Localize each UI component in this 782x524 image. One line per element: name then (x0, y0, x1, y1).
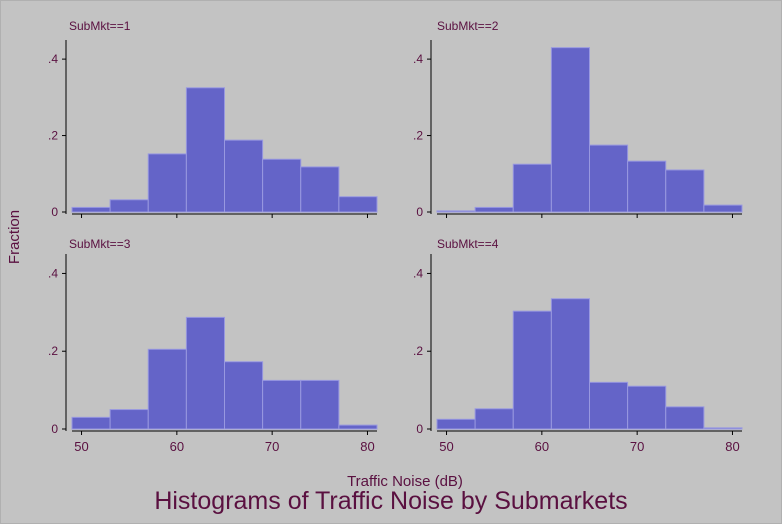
histogram-bar (185, 316, 225, 430)
y-tick-label: 0 (51, 422, 58, 436)
histogram-bar (512, 163, 552, 213)
histogram-bar (703, 427, 743, 430)
y-tick-label: .4 (413, 266, 423, 280)
histogram-bar (550, 47, 590, 213)
panel-title: SubMkt==3 (69, 237, 131, 251)
x-tick-label: 60 (170, 439, 184, 454)
histogram-bar (436, 210, 476, 213)
x-tick-label: 80 (725, 439, 739, 454)
panel-title: SubMkt==1 (69, 19, 131, 33)
histogram-bar (147, 153, 187, 213)
x-tick-label: 70 (630, 439, 644, 454)
y-tick-label: 0 (416, 205, 423, 219)
y-tick-label: .2 (413, 344, 423, 358)
histogram-bar (589, 144, 629, 213)
figure-title: Histograms of Traffic Noise by Submarket… (154, 487, 627, 515)
histogram-bar (338, 424, 378, 430)
histogram-bar (262, 158, 302, 213)
histogram-bar (109, 199, 149, 213)
histogram-bar (474, 408, 514, 430)
panel-submkt-2: SubMkt==2 0 .2 .4 (413, 19, 743, 219)
y-tick-label: .2 (48, 129, 58, 143)
histogram-bar (300, 166, 340, 213)
histogram-bar (109, 409, 149, 430)
panel-submkt-3: SubMkt==3 0 .2 .4 50 60 70 80 (48, 237, 378, 454)
x-axis-label: Traffic Noise (dB) (347, 473, 463, 490)
histogram-bar (147, 348, 187, 430)
y-axis-label: Fraction (6, 210, 23, 264)
y-tick-label: .2 (413, 129, 423, 143)
histogram-bar (474, 206, 514, 213)
panel-title: SubMkt==4 (437, 237, 499, 251)
y-tick-label: .4 (48, 52, 58, 66)
histogram-bar (627, 385, 667, 430)
histogram-bar (224, 361, 264, 430)
panel-submkt-4: SubMkt==4 0 .2 .4 50 60 70 80 (413, 237, 743, 454)
histogram-bar (338, 196, 378, 213)
x-tick-label: 50 (74, 439, 88, 454)
panel-submkt-1: SubMkt==1 0 .2 .4 (48, 19, 378, 219)
histogram-bar (627, 160, 667, 213)
histogram-bar (665, 169, 705, 213)
y-tick-label: .4 (413, 52, 423, 66)
y-tick-label: 0 (51, 205, 58, 219)
histogram-bar (512, 310, 552, 430)
y-tick-label: .2 (48, 344, 58, 358)
histogram-bar (71, 416, 111, 430)
histogram-bar (436, 418, 476, 430)
histogram-bar (589, 381, 629, 430)
histogram-bar (185, 87, 225, 213)
x-tick-label: 60 (535, 439, 549, 454)
x-tick-label: 70 (265, 439, 279, 454)
histogram-bar (550, 298, 590, 430)
x-tick-label: 50 (439, 439, 453, 454)
panels-group: SubMkt==1 0 .2 .4 SubMkt==2 0 .2 .4 SubMkt==3 0 .2… (48, 19, 743, 454)
panel-title: SubMkt==2 (437, 19, 499, 33)
y-tick-label: .4 (48, 266, 58, 280)
histogram-bar (703, 204, 743, 213)
histogram-bar (665, 406, 705, 430)
x-tick-label: 80 (360, 439, 374, 454)
histogram-bar (300, 379, 340, 430)
histogram-bar (262, 379, 302, 430)
histogram-bar (71, 206, 111, 213)
histogram-bar (224, 139, 264, 213)
y-tick-label: 0 (416, 422, 423, 436)
